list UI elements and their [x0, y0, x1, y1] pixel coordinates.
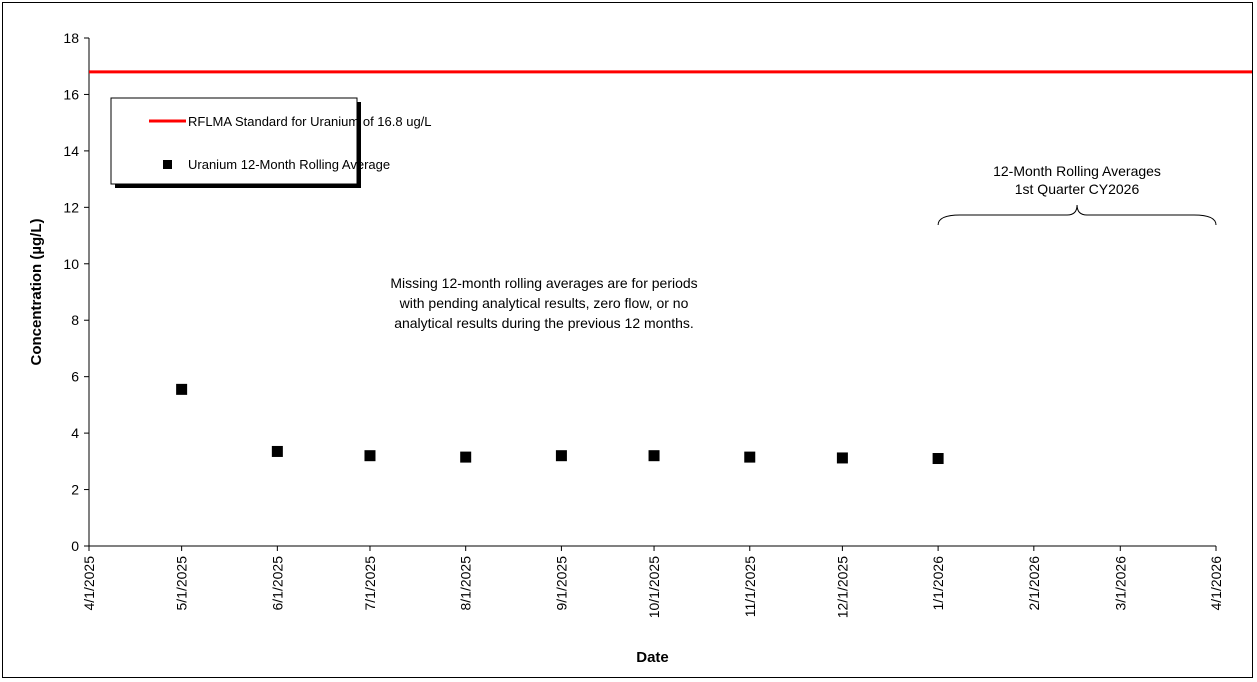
y-tick-label: 12: [63, 199, 79, 215]
y-tick-label: 6: [71, 369, 79, 385]
x-tick-label: 4/1/2026: [1208, 556, 1224, 611]
x-tick-label: 7/1/2025: [362, 556, 378, 611]
quarter-bracket: [937, 204, 1217, 226]
x-tick-label: 9/1/2025: [553, 556, 569, 611]
x-tick-label: 3/1/2026: [1112, 556, 1128, 611]
note-line: analytical results during the previous 1…: [394, 315, 694, 331]
legend: [110, 97, 358, 185]
x-tick-label: 11/1/2025: [742, 556, 758, 617]
x-tick-label: 12/1/2025: [834, 556, 850, 618]
data-point-4: [555, 450, 567, 462]
y-tick-label: 10: [63, 256, 79, 272]
legend-label-series: Uranium 12-Month Rolling Average: [188, 157, 390, 172]
data-point-3: [460, 451, 472, 463]
y-tick-label: 16: [63, 86, 79, 102]
uranium-rolling-average-chart: 0 2 4 6 8 10 12 14 16 18 4/1/2025 5/1/2025 6/1/2025 7…: [28, 30, 1252, 666]
y-tick-label: 18: [63, 30, 79, 46]
y-axis-title: Concentration (µg/L): [28, 219, 45, 366]
y-tick-label: 0: [71, 538, 79, 554]
data-point-5: [648, 450, 660, 462]
x-tick-label: 10/1/2025: [646, 556, 662, 618]
y-tick-label: 14: [63, 143, 79, 159]
data-point-2: [364, 450, 376, 462]
x-tick-label: 2/1/2026: [1026, 556, 1042, 611]
x-tick-label: 4/1/2025: [81, 556, 97, 611]
x-tick-label: 1/1/2026: [930, 556, 946, 611]
x-tick-label: 6/1/2025: [269, 556, 285, 611]
data-point-6: [744, 451, 756, 463]
legend-label-standard: RFLMA Standard for Uranium of 16.8 ug/L: [188, 114, 432, 129]
bracket-label-line: 1st Quarter CY2026: [1015, 181, 1140, 197]
bracket-label-line: 12-Month Rolling Averages: [993, 163, 1161, 179]
y-tick-label: 8: [71, 312, 79, 328]
data-point-1: [271, 445, 283, 457]
data-point-7: [836, 452, 848, 464]
y-tick-label: 4: [71, 425, 79, 441]
data-point-0: [176, 383, 188, 395]
note-line: Missing 12-month rolling averages are fo…: [390, 275, 697, 291]
legend-marker-swatch: [163, 160, 172, 169]
x-tick-label: 8/1/2025: [458, 556, 474, 611]
y-tick-label: 2: [71, 482, 79, 498]
data-point-8: [932, 453, 944, 465]
x-tick-label: 5/1/2025: [174, 556, 190, 611]
x-axis-title: Date: [636, 649, 669, 666]
note-line: with pending analytical results, zero fl…: [399, 295, 689, 311]
